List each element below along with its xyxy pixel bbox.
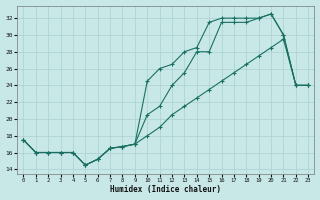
X-axis label: Humidex (Indice chaleur): Humidex (Indice chaleur) <box>110 185 221 194</box>
